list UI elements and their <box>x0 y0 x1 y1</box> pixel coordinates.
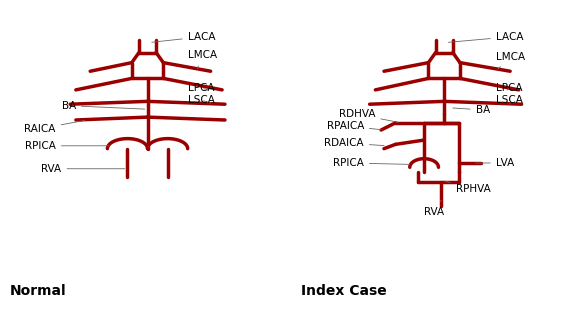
Text: RPAICA: RPAICA <box>326 121 381 131</box>
Text: LACA: LACA <box>448 32 523 42</box>
Text: LMCA: LMCA <box>188 51 217 69</box>
Text: LPCA: LPCA <box>188 83 214 94</box>
Text: RAICA: RAICA <box>25 121 84 134</box>
Text: Index Case: Index Case <box>301 284 387 298</box>
Text: RVA: RVA <box>42 164 125 174</box>
Text: Normal: Normal <box>10 284 67 298</box>
Text: RPICA: RPICA <box>25 141 109 151</box>
Text: LPCA: LPCA <box>496 83 522 94</box>
Text: RPICA: RPICA <box>333 158 410 168</box>
Text: RDHVA: RDHVA <box>339 109 398 122</box>
Text: LACA: LACA <box>152 32 215 42</box>
Text: RDAICA: RDAICA <box>324 138 384 148</box>
Text: LSCA: LSCA <box>188 95 214 105</box>
Text: RVA: RVA <box>424 200 444 217</box>
Text: RPHVA: RPHVA <box>444 181 490 194</box>
Text: LVA: LVA <box>476 158 514 168</box>
Text: LSCA: LSCA <box>496 95 523 105</box>
Text: LMCA: LMCA <box>496 52 525 69</box>
Text: BA: BA <box>453 105 490 115</box>
Text: BA: BA <box>62 101 145 111</box>
